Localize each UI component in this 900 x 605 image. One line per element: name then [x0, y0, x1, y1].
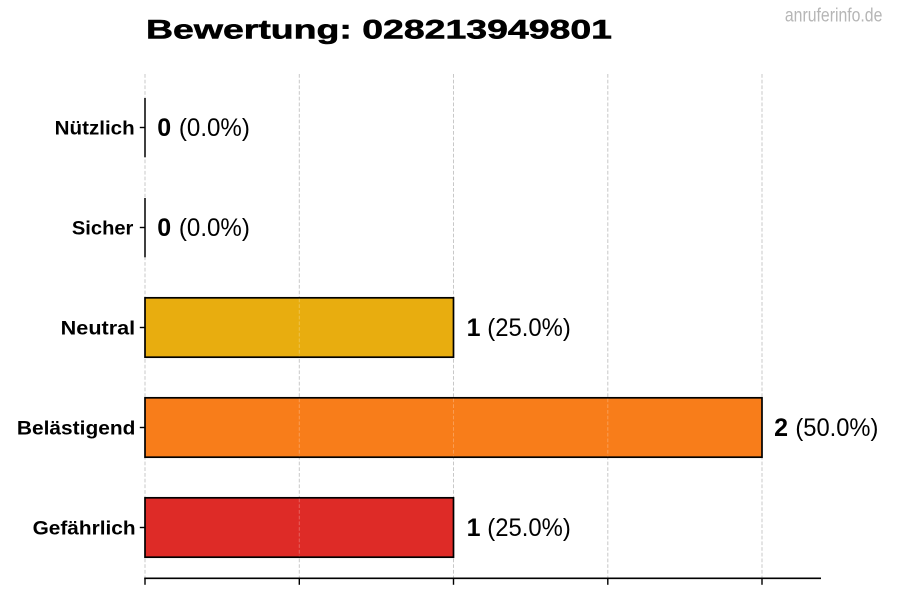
svg-text:Neutral: Neutral — [61, 318, 136, 339]
svg-text:2: 2 — [774, 414, 788, 442]
svg-text:0: 0 — [157, 214, 171, 242]
svg-text:Sicher: Sicher — [72, 218, 134, 239]
svg-text:(25.0%): (25.0%) — [487, 514, 571, 542]
svg-text:1: 1 — [467, 314, 481, 342]
svg-text:(25.0%): (25.0%) — [487, 314, 571, 342]
svg-text:Nützlich: Nützlich — [55, 118, 135, 139]
svg-text:Belästigend: Belästigend — [17, 418, 136, 439]
svg-text:anruferinfo.de: anruferinfo.de — [785, 5, 883, 27]
svg-text:Gefährlich: Gefährlich — [33, 518, 136, 539]
svg-text:0: 0 — [157, 114, 171, 142]
svg-text:(50.0%): (50.0%) — [795, 414, 878, 442]
svg-text:(0.0%): (0.0%) — [179, 114, 250, 142]
svg-text:1: 1 — [467, 514, 481, 542]
svg-text:(0.0%): (0.0%) — [179, 214, 250, 242]
svg-text:Bewertung: 028213949801: Bewertung: 028213949801 — [146, 15, 612, 45]
